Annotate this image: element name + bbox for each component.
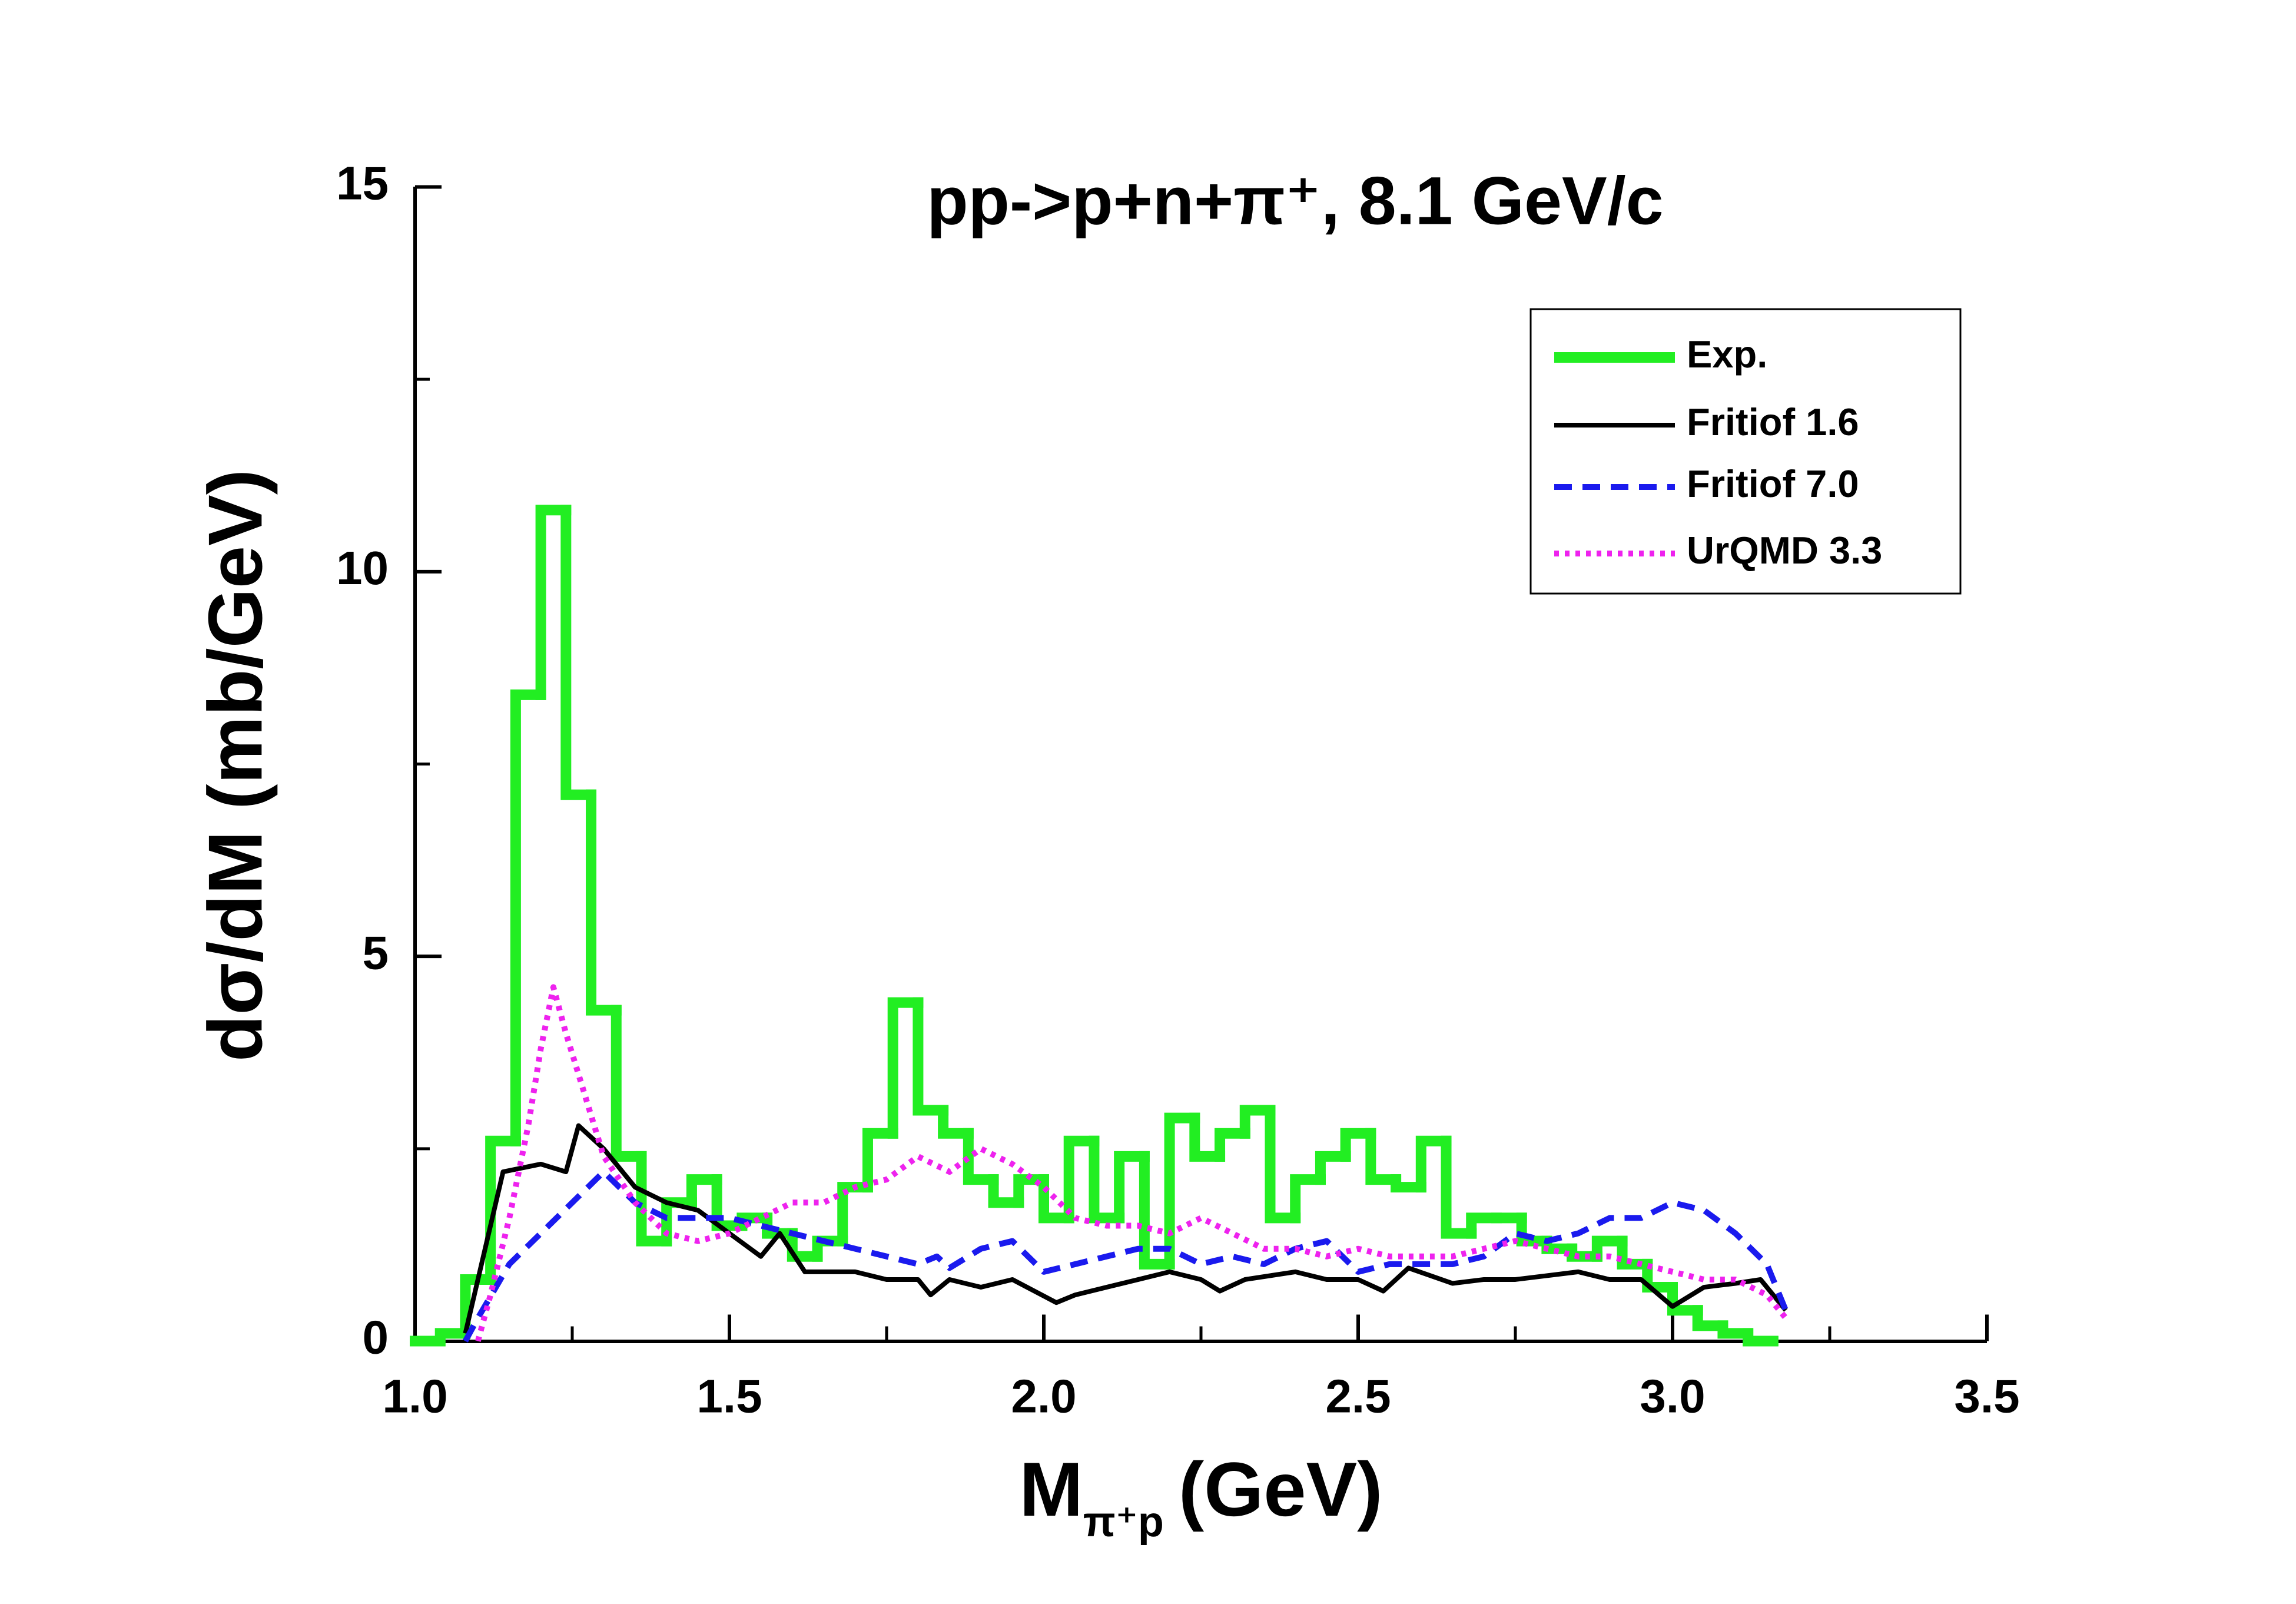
histogram-bin [535,505,572,700]
histogram-bin [434,1328,471,1347]
histogram-bin [1415,1135,1452,1193]
y-tick-label: 15 [336,157,389,210]
histogram-bin [913,997,949,1116]
x-tick-label: 2.0 [1011,1370,1076,1423]
histogram-bin [1340,1128,1376,1162]
histogram-bin [762,1212,798,1239]
histogram-bin [1391,1174,1426,1193]
histogram-bin [1667,1282,1703,1316]
histogram-bin [586,789,622,1016]
y-tick-label: 0 [363,1311,389,1364]
histogram-bin [611,1005,647,1162]
histogram-bin [1692,1305,1728,1331]
histogram-bin [1265,1105,1301,1224]
histogram-bin [1743,1328,1779,1347]
chart-title: pp->p+n+π⁺, 8.1 GeV/c [927,163,1663,238]
x-label-symbol: M [1019,1446,1083,1532]
x-axis-label: Mπ⁺p (GeV) [1019,1446,1382,1546]
histogram-bin [1189,1112,1226,1162]
histogram-bin [1038,1174,1074,1224]
y-tick-label: 10 [336,542,389,594]
x-label-unit: (GeV) [1179,1446,1383,1532]
histogram-bin [510,689,546,1146]
histogram-bin [1516,1212,1552,1247]
histogram-bin [1164,1112,1200,1270]
histogram-bin [1466,1212,1502,1239]
histogram-bin [938,1105,974,1139]
x-tick-label: 2.5 [1325,1370,1391,1423]
histogram-bin [1063,1135,1100,1224]
histogram-bin [1114,1151,1150,1224]
series-line [475,984,1789,1342]
histogram-bin [988,1174,1024,1208]
x-tick-label: 1.5 [696,1370,762,1423]
histogram-bin [1139,1151,1175,1270]
histogram-bin [1365,1128,1402,1185]
histogram-bin [1239,1105,1276,1139]
x-tick-label: 1.0 [382,1370,447,1423]
legend-label: UrQMD 3.3 [1687,529,1882,572]
histogram-bin [560,505,597,800]
histogram-bin [837,1182,873,1247]
x-tick-label: 3.5 [1954,1370,2019,1423]
histogram-bin [686,1174,722,1208]
series-line [463,1169,1789,1343]
legend-label: Fritiof 1.6 [1687,400,1859,443]
histogram-bin [1215,1128,1250,1162]
x-tick-label: 3.0 [1640,1370,1705,1423]
histogram-bin [1441,1135,1477,1239]
histogram-bin [887,997,924,1139]
series-line [463,1123,1788,1334]
legend-label: Exp. [1687,333,1767,376]
legend-label: Fritiof 7.0 [1687,462,1859,505]
x-label-subscript: π⁺p [1083,1499,1164,1546]
histogram-bin [1591,1235,1628,1262]
histogram-bin [862,1128,898,1193]
histogram-bin [1089,1135,1125,1224]
histogram-bin [1013,1174,1049,1208]
y-tick-label: 5 [363,926,389,979]
y-axis-label: dσ/dM (mb/GeV) [192,469,278,1062]
histogram-bin [1315,1151,1351,1185]
histogram-bin [636,1151,672,1247]
histogram-bin [1717,1320,1754,1339]
histogram-bin [963,1128,999,1185]
histogram-bin [1290,1174,1326,1224]
histogram-bin [460,1274,496,1339]
